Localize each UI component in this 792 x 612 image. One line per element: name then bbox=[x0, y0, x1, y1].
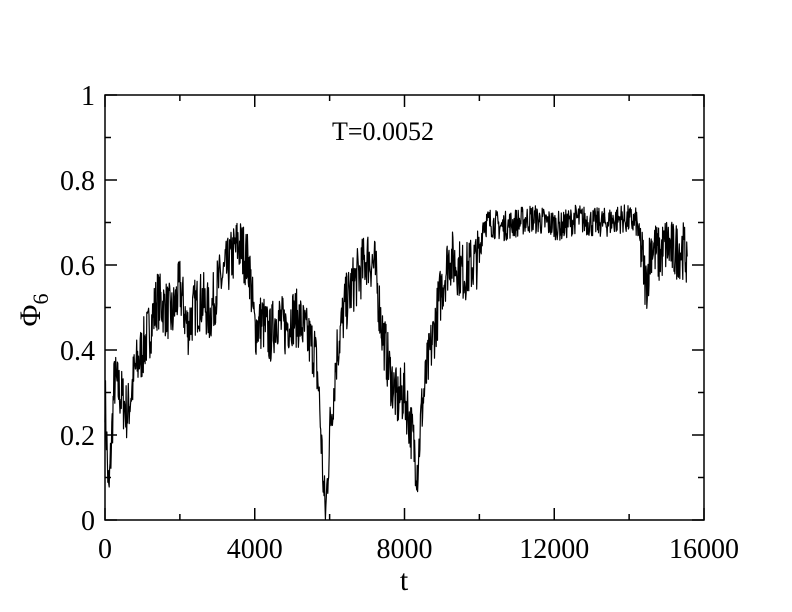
y-tick-label: 0.8 bbox=[60, 166, 95, 197]
y-tick-label: 0 bbox=[81, 506, 95, 537]
x-tick-label: 0 bbox=[98, 534, 112, 565]
x-tick-label: 12000 bbox=[519, 534, 589, 565]
series-line bbox=[104, 204, 688, 520]
tick-labels: 0 4000 8000 12000 16000 0 0.2 0.4 0.6 0.8 1 bbox=[60, 81, 739, 565]
x-tick-label: 4000 bbox=[227, 534, 283, 565]
y-tick-label: 0.2 bbox=[60, 421, 95, 452]
y-axis-title: Φ6 bbox=[14, 294, 53, 327]
y-tick-label: 1 bbox=[81, 81, 95, 112]
y-axis-symbol: Φ bbox=[14, 304, 47, 326]
annotation-label: T=0.0052 bbox=[332, 117, 434, 146]
y-tick-label: 0.4 bbox=[60, 336, 95, 367]
x-tick-label: 8000 bbox=[377, 534, 433, 565]
y-tick-label: 0.6 bbox=[60, 251, 95, 282]
y-axis-subscript: 6 bbox=[28, 294, 53, 305]
x-axis-title: t bbox=[400, 564, 409, 597]
x-tick-label: 16000 bbox=[669, 534, 739, 565]
ticks bbox=[104, 94, 705, 521]
